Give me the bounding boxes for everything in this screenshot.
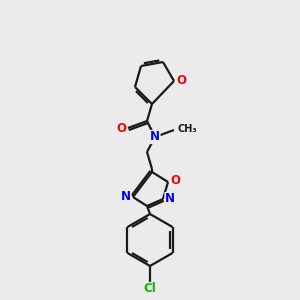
Text: O: O (176, 74, 186, 88)
Text: O: O (116, 122, 126, 134)
Text: CH₃: CH₃ (178, 124, 198, 134)
Text: Cl: Cl (144, 283, 156, 296)
Text: N: N (150, 130, 160, 143)
Text: O: O (170, 175, 180, 188)
Text: N: N (165, 193, 175, 206)
Text: N: N (121, 190, 131, 203)
